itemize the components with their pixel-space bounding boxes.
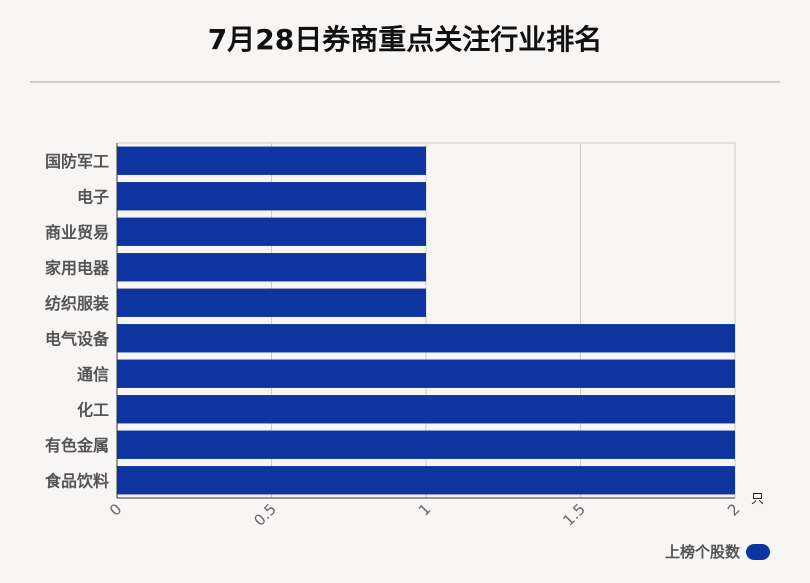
category-label-8: 化工 bbox=[77, 400, 109, 419]
category-label-4: 家用电器 bbox=[45, 258, 110, 277]
x-tick-label-3: 1.5 bbox=[559, 500, 589, 530]
bar-9 bbox=[117, 430, 735, 459]
bar-series bbox=[117, 146, 735, 495]
category-label-3: 商业贸易 bbox=[45, 223, 109, 242]
legend-swatch bbox=[746, 543, 770, 560]
bar-6 bbox=[117, 324, 735, 353]
category-label-5: 纺织服装 bbox=[45, 294, 109, 313]
chart-title: 7月28日券商重点关注行业排名 bbox=[207, 23, 603, 56]
category-label-7: 通信 bbox=[77, 365, 109, 384]
bar-10 bbox=[117, 466, 735, 495]
bar-8 bbox=[117, 395, 735, 424]
category-label-2: 电子 bbox=[77, 187, 109, 206]
legend[interactable]: 上榜个股数 bbox=[665, 541, 770, 562]
bar-1 bbox=[117, 146, 426, 175]
bar-2 bbox=[117, 182, 426, 211]
x-axis-unit: 只 bbox=[751, 492, 764, 507]
category-label-10: 食品饮料 bbox=[44, 471, 109, 490]
x-tick-label-4: 2 bbox=[724, 500, 743, 519]
axes bbox=[116, 143, 735, 499]
x-tick-label-0: 0 bbox=[106, 500, 125, 519]
category-label-6: 电气设备 bbox=[45, 329, 110, 348]
x-tick-label-1: 0.5 bbox=[250, 500, 280, 530]
bar-7 bbox=[117, 359, 735, 388]
bar-3 bbox=[117, 217, 426, 246]
category-label-9: 有色金属 bbox=[45, 436, 109, 455]
title-divider bbox=[30, 81, 780, 83]
x-tick-label-2: 1 bbox=[415, 500, 434, 519]
legend-label: 上榜个股数 bbox=[664, 543, 740, 561]
category-label-1: 国防军工 bbox=[45, 152, 109, 171]
bar-4 bbox=[117, 253, 426, 282]
bar-5 bbox=[117, 288, 426, 317]
